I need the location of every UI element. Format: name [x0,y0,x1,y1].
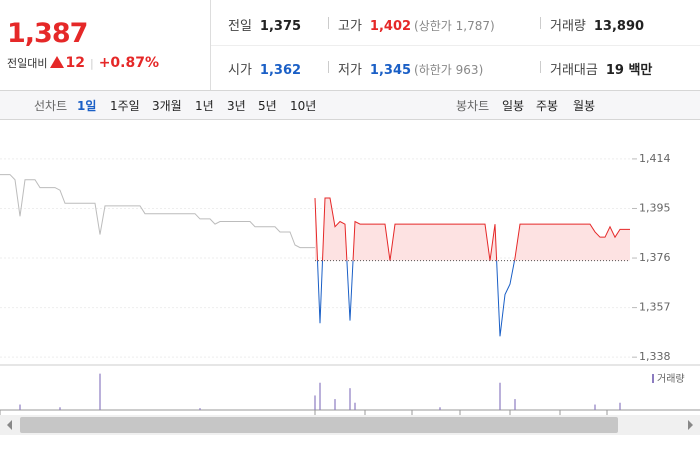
sep: | [89,57,94,70]
legend-swatch [652,374,654,383]
stat-label: 거래대금 [550,63,598,78]
stat-value: 19 백만 [605,63,653,78]
volume-bar [594,404,596,410]
up-icon [50,56,65,68]
volume-bar [349,388,351,410]
volume-bar [199,408,201,410]
tab[interactable]: 월봉 [573,99,596,113]
volume-bar [619,402,621,410]
divider [210,0,211,90]
tab[interactable]: 1일 [77,99,97,113]
stat-note: (상한가 1,787) [414,19,495,33]
stat-value: 1,402 [369,19,412,34]
y-tick-label: 1,357 [639,301,671,314]
change-label: 전일대비 [7,57,48,70]
x-ticks [0,410,608,415]
y-tick-label: 1,414 [639,152,671,165]
stat: 전일 1,375 [228,15,301,34]
volume-bar [354,402,356,410]
divider [211,45,700,46]
area [315,198,630,261]
tab[interactable]: 1년 [195,99,214,113]
tab[interactable]: 3개월 [152,99,182,113]
stat-value: 1,375 [259,19,302,34]
stat-value: 1,345 [369,63,412,78]
y-tick-label: 1,376 [639,251,671,264]
tab[interactable]: 10년 [290,99,317,113]
change-row: 전일대비 12 | +0.87% [7,55,159,71]
current-price: 1,387 [7,18,88,49]
price-line-down [316,260,516,337]
stat: 저가 1,345 (하한가 963) [338,59,483,78]
stat-value: 1,362 [259,63,302,78]
scroll-right[interactable] [688,420,693,430]
tab-bar: 선차트 1일 1주일 3개월 1년 3년 5년 10년 봉차트 일봉 주봉 월봉 [0,90,700,120]
divider [540,17,541,29]
tab[interactable]: 주봉 [536,99,559,113]
volume-bar [19,404,21,410]
tab-group-label: 선차트 [34,99,68,113]
chart: 1,414 1,395 1,376 1,357 1,338 거래량 [0,152,700,435]
divider [540,61,541,73]
y-tick-label: 1,395 [639,201,671,214]
tab[interactable]: 3년 [227,99,246,113]
tab[interactable]: 일봉 [502,99,525,113]
tab[interactable]: 1주일 [110,99,140,113]
volume-bar [439,407,441,410]
scroll-thumb[interactable] [20,417,618,433]
stat-note: (하한가 963) [414,63,484,77]
legend-label: 거래량 [657,373,685,385]
volume-bar [499,382,501,410]
price-line [0,174,315,249]
tab-group-label: 봉차트 [456,99,490,113]
volume-bar [334,399,336,410]
tab[interactable]: 5년 [258,99,277,113]
volume-bar [59,407,61,410]
scroll-left[interactable] [7,420,12,430]
stat: 거래량 13,890 [550,15,644,34]
stat-label: 저가 [338,63,362,78]
y-tick-label: 1,338 [639,350,671,363]
stat-label: 시가 [228,63,252,78]
change-rate: +0.87% [98,55,159,71]
stat: 시가 1,362 [228,59,301,78]
price-line-up [314,197,630,261]
stat-value: 13,890 [593,19,645,34]
stat-label: 고가 [338,19,362,34]
divider [328,17,329,29]
volume-bar [319,382,321,410]
divider [328,61,329,73]
stat: 거래대금 19 백만 [550,59,652,78]
volume-bar [99,373,101,410]
volume-bar [514,399,516,410]
stat: 고가 1,402 (상한가 1,787) [338,15,495,34]
stat-label: 전일 [228,19,252,34]
volume-bar [314,395,316,410]
stat-label: 거래량 [550,19,586,34]
change: 12 [65,55,85,71]
